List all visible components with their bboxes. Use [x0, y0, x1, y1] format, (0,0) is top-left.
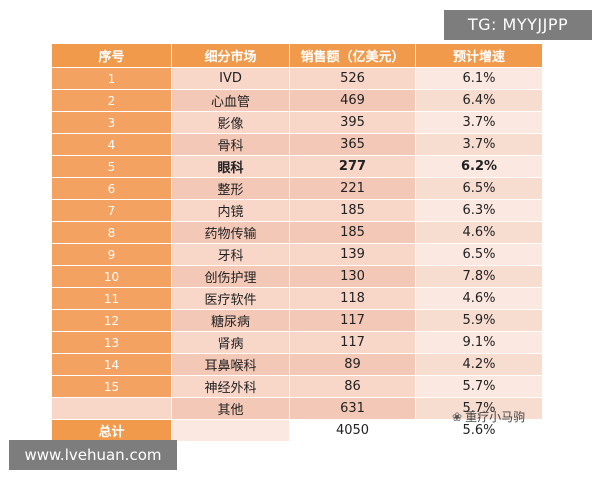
table-row: 10 创伤护理 130 7.8% — [52, 266, 542, 288]
row-index: 11 — [52, 288, 172, 309]
row-growth: 6.1% — [416, 68, 542, 89]
row-sales: 86 — [290, 376, 416, 397]
table-row: 其他 631 5.7% — [52, 398, 542, 420]
table-row: 3 影像 395 3.7% — [52, 112, 542, 134]
table-header-row: 序号 细分市场 销售额（亿美元） 预计增速 — [52, 44, 542, 68]
table-row: 13 肾病 117 9.1% — [52, 332, 542, 354]
table-row: 6 整形 221 6.5% — [52, 178, 542, 200]
row-segment: 糖尿病 — [172, 310, 290, 331]
total-segment-cell — [172, 420, 290, 441]
row-sales: 185 — [290, 222, 416, 243]
table-row: 5 眼科 277 6.2% — [52, 156, 542, 178]
row-sales: 139 — [290, 244, 416, 265]
row-growth: 3.7% — [416, 112, 542, 133]
row-segment: 创伤护理 — [172, 266, 290, 287]
row-index — [52, 398, 172, 419]
total-label: 总计 — [52, 420, 172, 441]
row-segment: 影像 — [172, 112, 290, 133]
row-segment: 整形 — [172, 178, 290, 199]
row-segment: 耳鼻喉科 — [172, 354, 290, 375]
row-index: 13 — [52, 332, 172, 353]
table-row: 15 神经外科 86 5.7% — [52, 376, 542, 398]
row-growth: 7.8% — [416, 266, 542, 287]
row-segment: 眼科 — [172, 156, 290, 177]
watermark-text: 重疗小马驹 — [465, 410, 526, 424]
row-segment: 牙科 — [172, 244, 290, 265]
channel-tag: TG: MYYJJPP — [444, 10, 592, 40]
row-sales: 185 — [290, 200, 416, 221]
row-segment: 医疗软件 — [172, 288, 290, 309]
row-index: 6 — [52, 178, 172, 199]
row-index: 8 — [52, 222, 172, 243]
row-sales: 631 — [290, 398, 416, 419]
row-segment: 心血管 — [172, 90, 290, 111]
row-index: 9 — [52, 244, 172, 265]
row-segment: IVD — [172, 68, 290, 89]
table-row: 7 内镜 185 6.3% — [52, 200, 542, 222]
header-index: 序号 — [52, 44, 172, 67]
row-index: 7 — [52, 200, 172, 221]
author-watermark: ❀ 重疗小马驹 — [452, 408, 525, 425]
table-row: 11 医疗软件 118 4.6% — [52, 288, 542, 310]
row-growth: 5.9% — [416, 310, 542, 331]
row-growth: 6.2% — [416, 156, 542, 177]
row-sales: 365 — [290, 134, 416, 155]
row-sales: 89 — [290, 354, 416, 375]
paw-icon: ❀ — [452, 409, 463, 424]
row-sales: 526 — [290, 68, 416, 89]
row-segment: 其他 — [172, 398, 290, 419]
row-index: 12 — [52, 310, 172, 331]
row-growth: 9.1% — [416, 332, 542, 353]
row-growth: 3.7% — [416, 134, 542, 155]
row-sales: 221 — [290, 178, 416, 199]
table-body: 1 IVD 526 6.1% 2 心血管 469 6.4% 3 影像 395 3.7% 4 骨科 365 3.… — [52, 68, 542, 420]
row-growth: 6.5% — [416, 244, 542, 265]
row-index: 15 — [52, 376, 172, 397]
row-growth: 4.6% — [416, 222, 542, 243]
header-segment: 细分市场 — [172, 44, 290, 67]
row-growth: 4.2% — [416, 354, 542, 375]
row-sales: 117 — [290, 332, 416, 353]
row-segment: 骨科 — [172, 134, 290, 155]
site-tag: www.lvehuan.com — [9, 440, 177, 470]
row-segment: 药物传输 — [172, 222, 290, 243]
row-index: 2 — [52, 90, 172, 111]
row-index: 5 — [52, 156, 172, 177]
table-row: 4 骨科 365 3.7% — [52, 134, 542, 156]
header-growth: 预计增速 — [416, 44, 542, 67]
row-growth: 5.7% — [416, 376, 542, 397]
total-sales: 4050 — [290, 420, 416, 441]
row-index: 1 — [52, 68, 172, 89]
row-sales: 130 — [290, 266, 416, 287]
row-segment: 内镜 — [172, 200, 290, 221]
row-index: 14 — [52, 354, 172, 375]
table-row: 2 心血管 469 6.4% — [52, 90, 542, 112]
row-index: 3 — [52, 112, 172, 133]
row-segment: 肾病 — [172, 332, 290, 353]
total-growth: 5.6% — [416, 420, 542, 441]
row-index: 10 — [52, 266, 172, 287]
table-total-row: 总计 4050 5.6% — [52, 420, 542, 442]
table-row: 14 耳鼻喉科 89 4.2% — [52, 354, 542, 376]
header-sales: 销售额（亿美元） — [290, 44, 416, 67]
row-growth: 6.4% — [416, 90, 542, 111]
row-growth: 5.7% — [416, 398, 542, 419]
row-sales: 277 — [290, 156, 416, 177]
row-sales: 395 — [290, 112, 416, 133]
row-growth: 6.5% — [416, 178, 542, 199]
table-row: 12 糖尿病 117 5.9% — [52, 310, 542, 332]
row-segment: 神经外科 — [172, 376, 290, 397]
row-sales: 118 — [290, 288, 416, 309]
market-table: 序号 细分市场 销售额（亿美元） 预计增速 1 IVD 526 6.1% 2 心血管 469… — [52, 44, 542, 442]
row-growth: 4.6% — [416, 288, 542, 309]
table-row: 1 IVD 526 6.1% — [52, 68, 542, 90]
table-row: 8 药物传输 185 4.6% — [52, 222, 542, 244]
table-row: 9 牙科 139 6.5% — [52, 244, 542, 266]
row-sales: 117 — [290, 310, 416, 331]
row-growth: 6.3% — [416, 200, 542, 221]
row-sales: 469 — [290, 90, 416, 111]
row-index: 4 — [52, 134, 172, 155]
